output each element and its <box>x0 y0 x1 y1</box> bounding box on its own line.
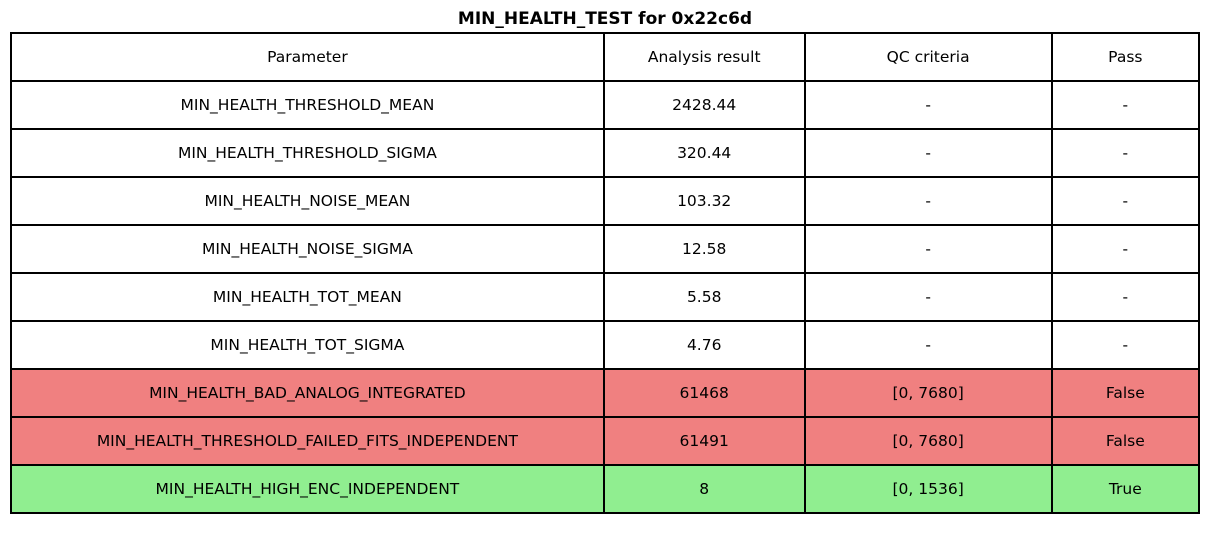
header-row: Parameter Analysis result QC criteria Pa… <box>10 32 1201 82</box>
cell-qc-criteria: - <box>803 176 1053 226</box>
table-row-fail: MIN_HEALTH_THRESHOLD_FAILED_FITS_INDEPEN… <box>10 416 1201 466</box>
column-header-analysis-result: Analysis result <box>602 32 806 82</box>
cell-analysis-result: 8 <box>602 464 806 514</box>
cell-qc-criteria: - <box>803 272 1053 322</box>
cell-parameter: MIN_HEALTH_THRESHOLD_SIGMA <box>10 128 605 178</box>
table-row: MIN_HEALTH_THRESHOLD_MEAN 2428.44 - - <box>10 80 1201 130</box>
cell-parameter: MIN_HEALTH_HIGH_ENC_INDEPENDENT <box>10 464 605 514</box>
cell-pass: - <box>1050 80 1201 130</box>
cell-analysis-result: 5.58 <box>602 272 806 322</box>
table-row: MIN_HEALTH_TOT_SIGMA 4.76 - - <box>10 320 1201 370</box>
cell-parameter: MIN_HEALTH_NOISE_MEAN <box>10 176 605 226</box>
cell-analysis-result: 103.32 <box>602 176 806 226</box>
cell-analysis-result: 4.76 <box>602 320 806 370</box>
cell-pass: True <box>1050 464 1201 514</box>
cell-qc-criteria: [0, 7680] <box>803 416 1053 466</box>
cell-parameter: MIN_HEALTH_TOT_SIGMA <box>10 320 605 370</box>
column-header-pass: Pass <box>1050 32 1201 82</box>
cell-qc-criteria: - <box>803 80 1053 130</box>
cell-pass: - <box>1050 128 1201 178</box>
cell-analysis-result: 61491 <box>602 416 806 466</box>
table-row-fail: MIN_HEALTH_BAD_ANALOG_INTEGRATED 61468 [… <box>10 368 1201 418</box>
cell-analysis-result: 61468 <box>602 368 806 418</box>
cell-analysis-result: 320.44 <box>602 128 806 178</box>
cell-pass: False <box>1050 368 1201 418</box>
cell-pass: - <box>1050 272 1201 322</box>
cell-parameter: MIN_HEALTH_THRESHOLD_MEAN <box>10 80 605 130</box>
cell-qc-criteria: - <box>803 128 1053 178</box>
table-row: MIN_HEALTH_NOISE_SIGMA 12.58 - - <box>10 224 1201 274</box>
cell-parameter: MIN_HEALTH_THRESHOLD_FAILED_FITS_INDEPEN… <box>10 416 605 466</box>
table-row-pass: MIN_HEALTH_HIGH_ENC_INDEPENDENT 8 [0, 15… <box>10 464 1201 514</box>
cell-pass: - <box>1050 224 1201 274</box>
cell-analysis-result: 12.58 <box>602 224 806 274</box>
column-header-parameter: Parameter <box>10 32 605 82</box>
cell-analysis-result: 2428.44 <box>602 80 806 130</box>
cell-qc-criteria: [0, 7680] <box>803 368 1053 418</box>
cell-qc-criteria: [0, 1536] <box>803 464 1053 514</box>
cell-pass: - <box>1050 176 1201 226</box>
table-row: MIN_HEALTH_TOT_MEAN 5.58 - - <box>10 272 1201 322</box>
table-row: MIN_HEALTH_NOISE_MEAN 103.32 - - <box>10 176 1201 226</box>
cell-parameter: MIN_HEALTH_BAD_ANALOG_INTEGRATED <box>10 368 605 418</box>
column-header-qc-criteria: QC criteria <box>803 32 1053 82</box>
cell-qc-criteria: - <box>803 320 1053 370</box>
cell-qc-criteria: - <box>803 224 1053 274</box>
cell-pass: - <box>1050 320 1201 370</box>
table-row: MIN_HEALTH_THRESHOLD_SIGMA 320.44 - - <box>10 128 1201 178</box>
cell-pass: False <box>1050 416 1201 466</box>
cell-parameter: MIN_HEALTH_TOT_MEAN <box>10 272 605 322</box>
page-title: MIN_HEALTH_TEST for 0x22c6d <box>457 9 753 29</box>
qc-table: Parameter Analysis result QC criteria Pa… <box>10 32 1201 514</box>
cell-parameter: MIN_HEALTH_NOISE_SIGMA <box>10 224 605 274</box>
